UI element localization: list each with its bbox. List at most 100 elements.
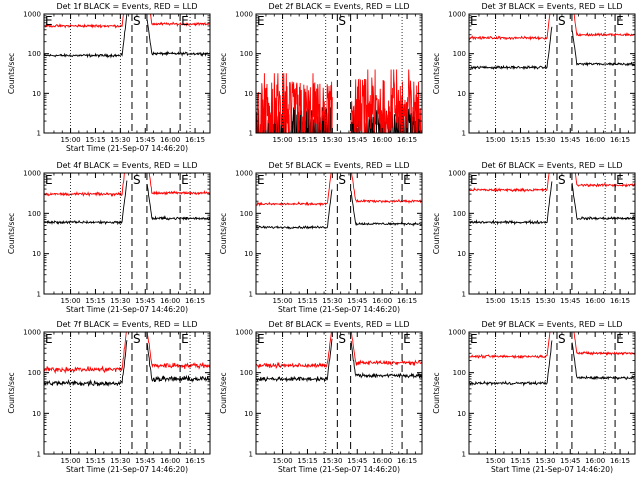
- marker-label-e: E: [470, 173, 478, 187]
- x-tick-label: 15:00: [485, 457, 505, 465]
- y-tick-label: 1: [37, 451, 41, 459]
- x-tick-label: 16:00: [585, 297, 605, 305]
- marker-label-e: E: [181, 14, 189, 28]
- marker-label-e: E: [470, 332, 478, 346]
- marker-label-s: S: [133, 14, 141, 28]
- y-axis-label: Counts/sec: [7, 213, 16, 254]
- x-tick-label: 15:45: [347, 457, 367, 465]
- x-tick-label: 15:00: [60, 136, 80, 144]
- y-axis-label: Counts/sec: [7, 372, 16, 413]
- panel-title: Det 7f BLACK = Events, RED = LLD: [56, 320, 197, 329]
- lld-series-line-2: [148, 173, 210, 196]
- events-series-line-2: [350, 340, 422, 379]
- y-tick-label: 10: [32, 90, 41, 98]
- y-tick-label: 1000: [235, 170, 253, 178]
- plot-frame: [468, 13, 636, 134]
- y-tick-label: 1: [249, 451, 253, 459]
- lld-series-line-1: [469, 14, 551, 41]
- lld-series-line-2: [574, 173, 635, 188]
- marker-label-e: E: [257, 173, 265, 187]
- marker-label-e: E: [257, 332, 265, 346]
- lld-series-line-2: [350, 69, 422, 133]
- y-tick-label: 100: [28, 369, 41, 377]
- y-tick-label: 1000: [235, 11, 253, 19]
- events-series-line-1: [469, 26, 553, 71]
- marker-label-e: E: [181, 173, 189, 187]
- x-tick-label: 16:15: [185, 457, 205, 465]
- x-tick-label: 16:15: [185, 297, 205, 305]
- x-tick-label: 15:30: [322, 136, 342, 144]
- x-tick-label: 16:00: [160, 297, 180, 305]
- x-tick-label: 15:15: [297, 457, 317, 465]
- y-tick-label: 100: [453, 369, 466, 377]
- lld-series-line-2: [350, 332, 422, 366]
- x-tick-label: 15:15: [85, 136, 105, 144]
- x-tick-label: 16:15: [397, 136, 417, 144]
- x-tick-label: 16:00: [585, 457, 605, 465]
- x-tick-label: 15:15: [510, 297, 530, 305]
- x-tick-label: 15:15: [297, 136, 317, 144]
- lld-series-line-1: [44, 14, 124, 29]
- marker-label-e: E: [45, 332, 53, 346]
- x-tick-label: 16:15: [610, 457, 630, 465]
- marker-label-s: S: [338, 332, 346, 346]
- panel-title: Det 8f BLACK = Events, RED = LLD: [268, 320, 409, 329]
- events-series-line-2: [571, 182, 635, 221]
- panel-title: Det 4f BLACK = Events, RED = LLD: [56, 161, 197, 170]
- y-tick-label: 10: [244, 410, 253, 418]
- y-tick-label: 100: [453, 50, 466, 58]
- marker-label-e: E: [45, 14, 53, 28]
- x-tick-label: 15:30: [110, 457, 130, 465]
- y-tick-label: 1000: [23, 329, 41, 337]
- y-tick-label: 10: [32, 410, 41, 418]
- x-tick-label: 15:00: [272, 136, 292, 144]
- y-axis-label: Counts/sec: [432, 53, 441, 94]
- plot-frame: [468, 331, 636, 455]
- panel-title: Det 9f BLACK = Events, RED = LLD: [481, 320, 622, 329]
- y-axis-label: Counts/sec: [219, 372, 228, 413]
- x-axis-label: Start Time (21-Sep-07 14:46:20): [491, 465, 613, 474]
- marker-label-e: E: [45, 173, 53, 187]
- y-tick-label: 100: [240, 50, 253, 58]
- events-series-line-1: [44, 14, 128, 59]
- lld-series-line-2: [573, 332, 635, 356]
- x-tick-label: 15:45: [135, 457, 155, 465]
- y-axis-label: Counts/sec: [219, 53, 228, 94]
- panel-title: Det 3f BLACK = Events, RED = LLD: [481, 2, 622, 11]
- x-tick-label: 15:00: [272, 457, 292, 465]
- x-tick-label: 16:15: [397, 297, 417, 305]
- x-tick-label: 15:15: [85, 297, 105, 305]
- events-series-line-1: [469, 340, 553, 387]
- x-tick-label: 16:00: [585, 136, 605, 144]
- plot-frame: [255, 13, 423, 134]
- panel-title: Det 2f BLACK = Events, RED = LLD: [268, 2, 409, 11]
- y-axis-label: Counts/sec: [432, 213, 441, 254]
- marker-label-e: E: [470, 14, 478, 28]
- x-tick-label: 16:15: [610, 136, 630, 144]
- x-tick-label: 15:45: [347, 297, 367, 305]
- marker-label-s: S: [558, 14, 566, 28]
- x-tick-label: 16:00: [160, 457, 180, 465]
- lld-series-line-2: [150, 14, 210, 27]
- y-tick-label: 1: [462, 451, 466, 459]
- y-tick-label: 1: [462, 130, 466, 138]
- x-tick-label: 15:30: [110, 136, 130, 144]
- x-tick-label: 16:15: [185, 136, 205, 144]
- marker-label-s: S: [558, 173, 566, 187]
- plot-frame: [255, 172, 423, 295]
- marker-label-e: E: [181, 332, 189, 346]
- y-axis-label: Counts/sec: [219, 213, 228, 254]
- x-tick-label: 16:00: [372, 136, 392, 144]
- lld-series-line-1: [44, 173, 125, 197]
- lld-series-line-2: [351, 173, 422, 205]
- x-axis-label: Start Time (21-Sep-07 14:46:20): [278, 465, 400, 474]
- x-tick-label: 16:00: [160, 136, 180, 144]
- y-tick-label: 1: [249, 291, 253, 299]
- marker-label-s: S: [558, 332, 566, 346]
